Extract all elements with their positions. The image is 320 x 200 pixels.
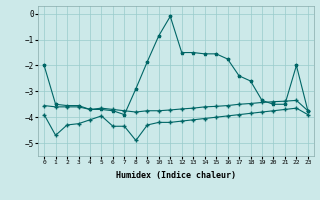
X-axis label: Humidex (Indice chaleur): Humidex (Indice chaleur) — [116, 171, 236, 180]
